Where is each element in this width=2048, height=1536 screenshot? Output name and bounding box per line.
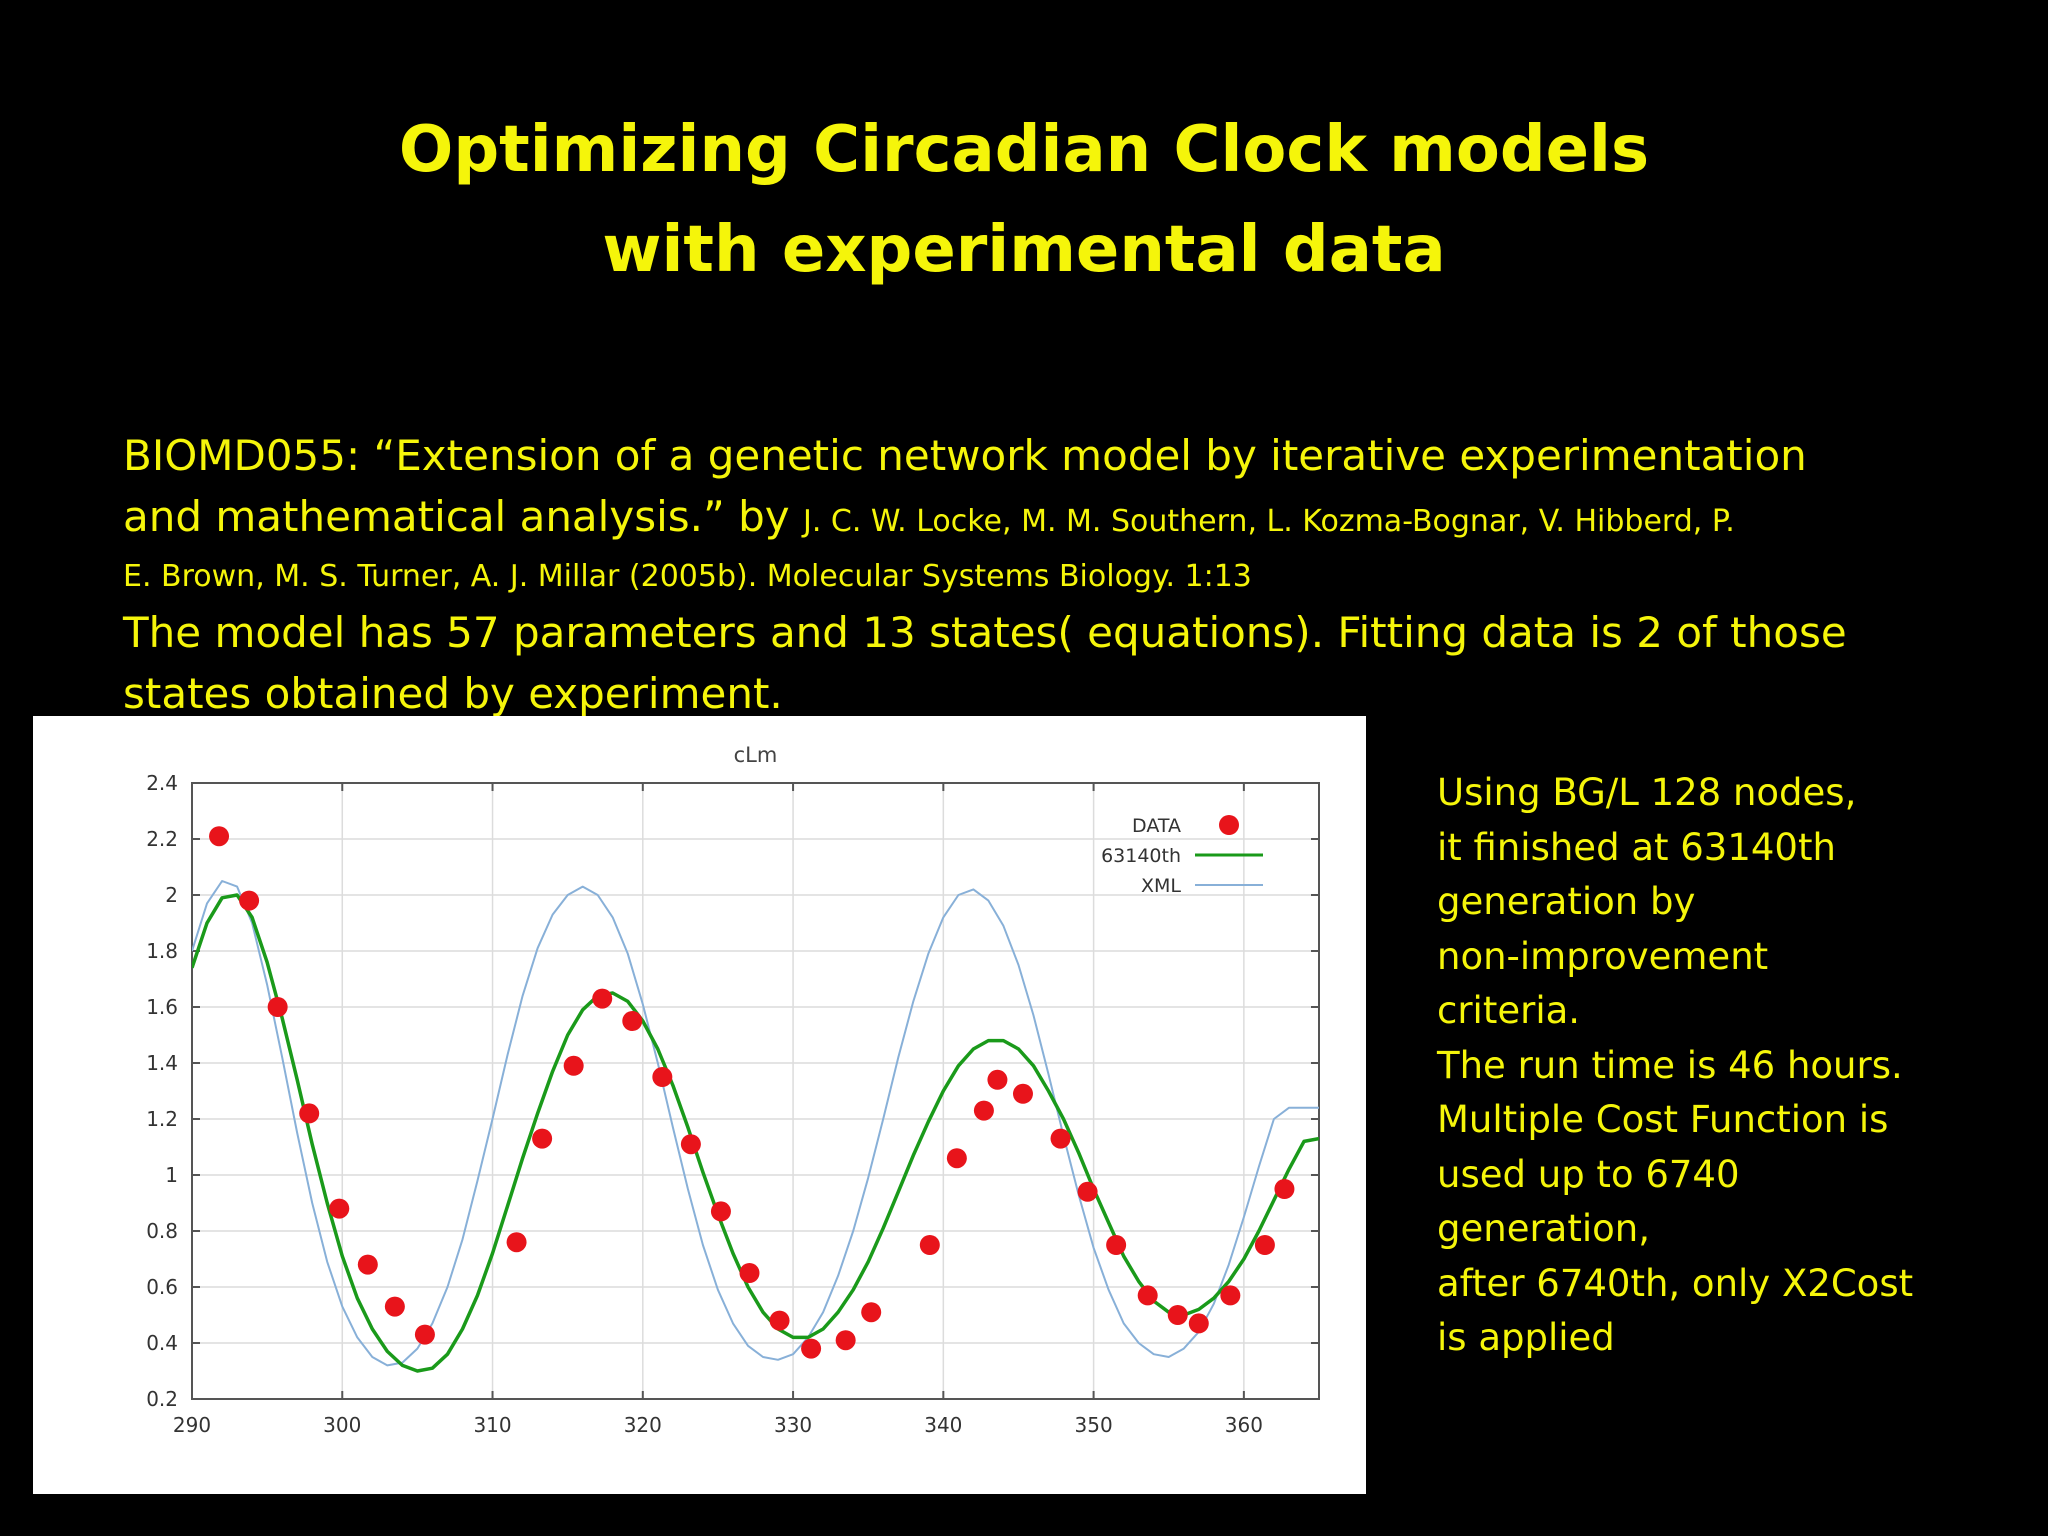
y-tick-label: 2 [165, 883, 178, 907]
data-point [592, 988, 613, 1009]
grid-lines [191, 782, 1319, 1400]
y-tick-label: 1.8 [146, 939, 178, 963]
x-tick-label: 330 [774, 1413, 812, 1437]
run-note-line: used up to 6740 [1437, 1152, 1740, 1196]
y-tick-label: 1.6 [146, 995, 178, 1019]
data-point [1137, 1285, 1158, 1306]
run-note-line: is applied [1437, 1316, 1615, 1359]
data-point [1077, 1181, 1098, 1202]
x-tick-label: 350 [1075, 1413, 1113, 1437]
data-point [329, 1198, 350, 1219]
data-point [267, 997, 288, 1017]
data-point [1254, 1235, 1275, 1255]
y-tick-label: 0.6 [146, 1275, 178, 1299]
data-point [861, 1302, 882, 1323]
x-tick-label: 310 [473, 1413, 511, 1437]
run-note-line: non-improvement [1437, 934, 1769, 978]
data-point [1106, 1235, 1127, 1255]
plot-frame [191, 782, 1320, 1400]
run-note-line: The run time is 46 hours. [1437, 1043, 1903, 1087]
data-point [973, 1100, 994, 1121]
data-point [384, 1296, 405, 1317]
legend-label: XML [1141, 875, 1181, 897]
data-point [739, 1263, 760, 1283]
chart-title: cLm [734, 743, 778, 767]
x-tick-label: 290 [173, 1413, 211, 1437]
data-point [919, 1235, 940, 1255]
reference-text-block: BIOMD055: “Extension of a genetic networ… [123, 425, 2023, 724]
data-point [506, 1232, 527, 1253]
data-point [769, 1310, 790, 1331]
reference-line-3: E. Brown, M. S. Turner, A. J. Millar (20… [123, 559, 1252, 594]
data-point [209, 826, 230, 847]
data-point [1012, 1083, 1033, 1104]
data-point [652, 1067, 673, 1087]
run-note-line: Multiple Cost Function is [1437, 1098, 1889, 1141]
y-tick-label: 2.4 [146, 771, 178, 795]
run-notes: Using BG/L 128 nodes, it finished at 631… [1437, 766, 2017, 1366]
data-point [1274, 1179, 1295, 1199]
y-tick-label: 0.4 [146, 1331, 178, 1355]
y-tick-label: 0.8 [146, 1219, 178, 1243]
data-point [1167, 1305, 1188, 1325]
reference-line-1: BIOMD055: “Extension of a genetic networ… [123, 431, 1807, 480]
data-point [835, 1330, 856, 1351]
reference-line-2-main: and mathematical analysis.” by [123, 492, 790, 541]
legend-label: DATA [1132, 815, 1181, 837]
y-tick-label: 1 [165, 1163, 178, 1187]
y-tick-label: 1.4 [146, 1051, 178, 1075]
y-tick-label: 2.2 [146, 827, 178, 851]
reference-line-2: and mathematical analysis.” by J. C. W. … [123, 486, 2023, 552]
data-point [801, 1338, 822, 1359]
series-line-63140th [192, 893, 1319, 1373]
x-tick-label: 340 [924, 1413, 962, 1437]
data-point [239, 890, 260, 911]
x-tick-label: 300 [323, 1413, 361, 1437]
legend-label: 63140th [1101, 845, 1181, 867]
slide-title: Optimizing Circadian Clock models with e… [0, 100, 2048, 300]
legend: DATA 63140th XML [1101, 815, 1263, 897]
model-description-line-2: states obtained by experiment. [123, 669, 783, 718]
data-point [946, 1148, 967, 1169]
x-tick-label: 320 [624, 1413, 662, 1437]
model-description-line-1: The model has 57 parameters and 13 state… [123, 608, 1847, 657]
data-point [1188, 1313, 1209, 1334]
series-points-data [209, 826, 1295, 1359]
data-point [987, 1069, 1008, 1090]
data-point [710, 1201, 731, 1222]
y-tick-label: 1.2 [146, 1107, 178, 1131]
data-point [563, 1055, 584, 1076]
run-note-line: criteria. [1437, 989, 1581, 1032]
data-point [622, 1011, 643, 1031]
legend-marker [1219, 815, 1239, 835]
data-point [357, 1254, 378, 1275]
y-tick-label: 0.2 [146, 1387, 178, 1411]
run-note-line: it finished at 63140th [1437, 825, 1836, 869]
reference-authors: J. C. W. Locke, M. M. Southern, L. Kozma… [802, 504, 1735, 539]
clm-chart: 290 300 310 320 330 340 350 360 0.2 0.4 0.6 0.8 1 1.2… [146, 743, 1320, 1437]
data-point [1050, 1128, 1071, 1149]
run-note-line: generation by [1437, 880, 1696, 923]
data-point [680, 1134, 701, 1155]
data-point [414, 1324, 435, 1345]
run-note-line: after 6740th, only X2Cost [1437, 1261, 1914, 1305]
slide-title-line-1: Optimizing Circadian Clock models [398, 113, 1650, 187]
data-point [299, 1103, 320, 1124]
x-tick-label: 360 [1225, 1413, 1263, 1437]
slide-title-line-2: with experimental data [602, 213, 1446, 287]
data-point [1220, 1285, 1241, 1306]
chart-panel: 290 300 310 320 330 340 350 360 0.2 0.4 0.6 0.8 1 1.2… [33, 716, 1366, 1494]
series-line-xml [192, 880, 1319, 1367]
run-note-line: Using BG/L 128 nodes, [1437, 771, 1857, 814]
run-note-line: generation, [1437, 1207, 1650, 1250]
data-point [532, 1128, 553, 1149]
